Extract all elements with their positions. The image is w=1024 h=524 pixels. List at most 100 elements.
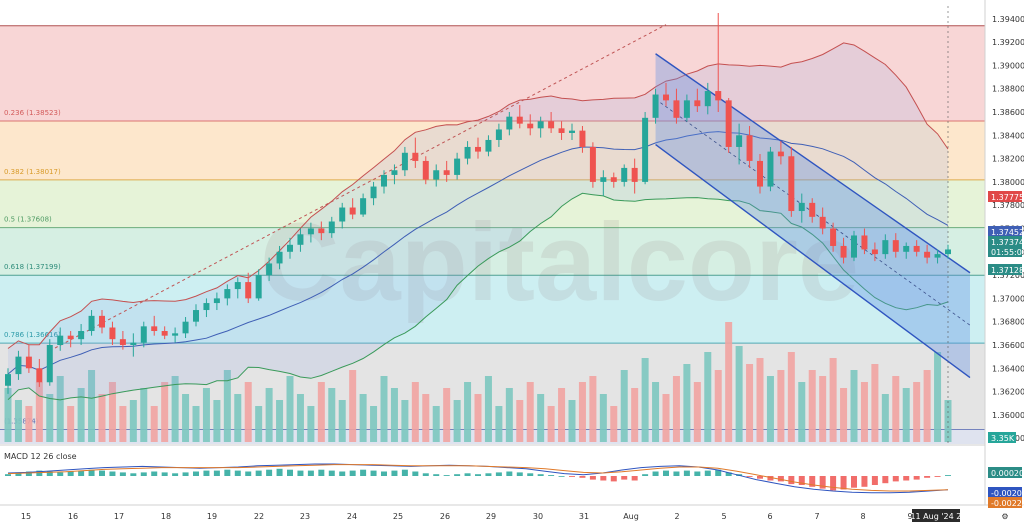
volume-bar	[714, 370, 722, 442]
volume-bar	[234, 394, 242, 442]
volume-bar	[693, 382, 701, 442]
time-tick-label: 2	[674, 512, 679, 521]
volume-bar	[746, 364, 754, 442]
volume-bar	[171, 376, 179, 442]
macd-histogram-bar	[642, 474, 649, 476]
macd-histogram-bar	[172, 473, 179, 476]
bollinger-upper	[7, 42, 949, 349]
macd-histogram-bar	[788, 476, 795, 485]
macd-histogram-bar	[266, 469, 273, 476]
volume-bar	[244, 382, 252, 442]
macd-histogram-bar	[391, 470, 398, 476]
volume-bar	[46, 394, 54, 442]
macd-histogram-bar	[245, 471, 252, 476]
candle-body	[464, 146, 471, 159]
macd-histogram-bar	[506, 471, 513, 476]
volume-bar	[902, 388, 910, 442]
macd-histogram-bar	[600, 476, 607, 481]
macd-histogram-bar	[516, 472, 523, 476]
candle-body	[788, 156, 795, 212]
macd-histogram-bar	[99, 470, 105, 476]
price-tick-label: 1.38200	[992, 155, 1024, 164]
volume-bar	[25, 406, 33, 442]
macd-histogram-bar	[757, 476, 763, 479]
volume-bar	[286, 376, 294, 442]
macd-histogram-bar	[15, 472, 22, 476]
time-tick-label: 23	[300, 512, 310, 521]
candle-body	[15, 356, 22, 375]
price-axis[interactable]: 1.39400 1.39200 1.39000 1.38800 1.38600 1.384…	[984, 0, 1024, 524]
candle-body	[245, 282, 252, 299]
macd-histogram-bar	[485, 473, 492, 476]
volume-bar	[484, 376, 492, 442]
macd-histogram-bar	[652, 471, 659, 476]
macd-histogram-bar	[339, 471, 346, 476]
candle-body	[255, 275, 262, 299]
volume-bar	[56, 376, 64, 442]
price-tag	[988, 191, 1022, 202]
volume-bar	[88, 370, 96, 442]
volume-bar	[98, 394, 106, 442]
volume-bar	[547, 406, 555, 442]
volume-bar	[223, 370, 231, 442]
volume-bar	[662, 394, 670, 442]
macd-histogram-bar	[401, 469, 408, 476]
time-tick-label: 17	[114, 512, 124, 521]
macd-histogram-bar	[349, 470, 356, 476]
macd-histogram-bar	[287, 469, 293, 476]
macd-histogram-bar	[903, 476, 910, 481]
macd-background	[0, 445, 985, 505]
volume-bar	[819, 376, 827, 442]
macd-panel: MACD 12 26 close	[0, 444, 1024, 505]
candle-body	[642, 117, 649, 182]
price-tick-label: 1.36600	[992, 341, 1024, 350]
candle-body	[673, 100, 680, 118]
macd-histogram-bar	[46, 471, 53, 476]
macd-histogram-bar	[297, 470, 304, 476]
time-tick-label: 31	[579, 512, 589, 521]
time-tick-label: 30	[533, 512, 543, 521]
volume-bar	[150, 406, 158, 442]
candle-body	[715, 91, 722, 101]
macd-histogram-bar	[443, 475, 450, 476]
candle-body	[861, 235, 868, 250]
macd-histogram-bar	[203, 470, 210, 476]
volume-bar	[401, 400, 409, 442]
macd-histogram-bar	[767, 476, 774, 481]
macd-title: MACD 12 26 close	[4, 452, 77, 461]
macd-histogram-bar	[830, 476, 837, 491]
macd-histogram-bar	[725, 472, 732, 476]
volume-bar	[464, 382, 472, 442]
volume-bar	[589, 376, 597, 442]
volume-bar	[526, 382, 534, 442]
macd-histogram-bar	[892, 476, 899, 482]
macd-histogram-bar	[234, 470, 241, 476]
macd-histogram-bar	[663, 470, 669, 476]
candle-body	[119, 339, 126, 345]
volume-tag-label: 3.35K	[991, 434, 1015, 443]
candle-body	[401, 152, 408, 171]
volume-bar	[871, 364, 879, 442]
bollinger-lower	[7, 192, 949, 401]
candle-body	[589, 146, 596, 182]
macd-histogram-bar	[673, 471, 680, 476]
candle-body	[725, 100, 732, 147]
candle-body	[621, 167, 628, 182]
volume-bar	[443, 388, 451, 442]
volume-bar	[620, 370, 628, 442]
candle-body	[851, 235, 857, 258]
macd-histogram-bar	[924, 476, 931, 478]
macd-histogram-bar	[871, 476, 878, 485]
time-tick-label: 25	[393, 512, 403, 521]
time-tick-label: 22	[254, 512, 264, 521]
macd-tag	[988, 487, 1022, 498]
time-tick-label: 24	[347, 512, 357, 521]
candle-body	[882, 240, 889, 255]
price-tick-label: 1.39400	[992, 15, 1024, 24]
volume-bar	[756, 358, 764, 442]
macd-histogram-bar	[704, 470, 711, 476]
volume-bar	[610, 406, 618, 442]
signal-line	[7, 464, 949, 492]
